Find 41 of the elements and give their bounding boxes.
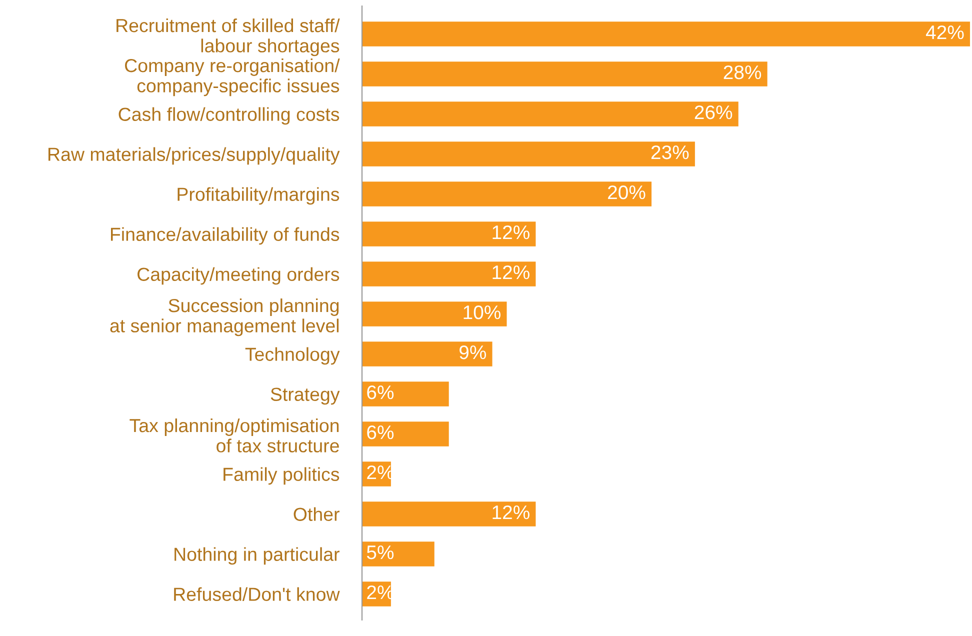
y-tick-label: Family politics xyxy=(224,467,340,485)
bar xyxy=(362,142,695,166)
bar xyxy=(362,302,507,326)
data-label: 5% xyxy=(366,546,394,560)
y-tick-label: Refused/Don't know xyxy=(174,587,340,601)
data-label: 20% xyxy=(608,185,646,200)
data-label: 26% xyxy=(694,105,732,120)
y-tick-label: Tax planning/optimisation of tax structure xyxy=(130,418,339,452)
data-label: 42% xyxy=(926,25,964,40)
data-label: 12% xyxy=(492,505,530,520)
y-tick-label: Succession planning at senior management level xyxy=(110,298,339,336)
data-label: 6% xyxy=(367,385,394,400)
y-tick-label: Other xyxy=(294,507,340,521)
data-label: 12% xyxy=(492,265,530,280)
y-tick-label: Cash flow/controlling costs xyxy=(118,107,340,125)
bar xyxy=(362,382,449,406)
bar xyxy=(362,262,536,286)
bar xyxy=(362,102,738,126)
bar xyxy=(362,542,434,566)
y-tick-label: Raw materials/prices/supply/quality xyxy=(48,147,340,165)
data-label: 28% xyxy=(724,65,762,80)
y-tick-label: Company re-organisation/ company-specific issues xyxy=(125,58,340,96)
data-label: 12% xyxy=(492,225,530,240)
data-label: 6% xyxy=(367,425,394,440)
bar xyxy=(362,502,536,526)
y-tick-label: Profitability/margins xyxy=(178,187,340,205)
data-label: 9% xyxy=(460,345,486,360)
bar xyxy=(362,342,492,366)
bar xyxy=(362,62,768,86)
bar xyxy=(362,22,970,46)
bar xyxy=(362,422,449,446)
bar xyxy=(362,222,536,246)
y-tick-label: Finance/availability of funds xyxy=(110,227,340,245)
bar xyxy=(362,182,652,206)
y-tick-label: Recruitment of skilled staff/ labour shortages xyxy=(116,18,340,56)
y-tick-label: Strategy xyxy=(270,388,340,405)
y-tick-label: Capacity/meeting orders xyxy=(138,267,340,285)
y-tick-label: Technology xyxy=(245,347,340,365)
data-label: 23% xyxy=(651,145,689,160)
data-label: 10% xyxy=(464,305,501,320)
y-tick-label: Nothing in particular xyxy=(174,547,340,565)
